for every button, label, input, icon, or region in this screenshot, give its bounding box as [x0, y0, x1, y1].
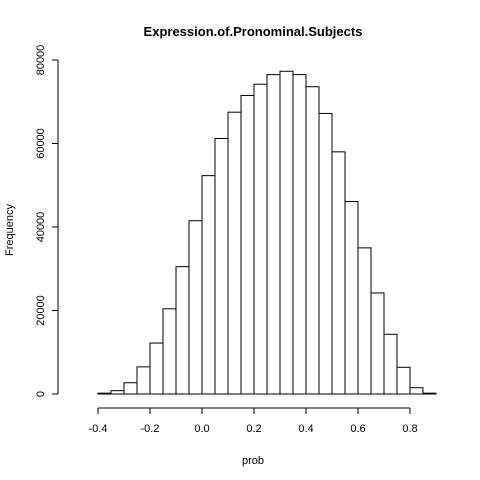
histogram-bar: [97, 392, 112, 395]
bars-layer: [97, 70, 437, 395]
histogram-bar: [149, 342, 164, 395]
histogram-bar: [396, 366, 411, 395]
histogram-bar: [422, 392, 437, 395]
histogram-bar: [266, 74, 281, 395]
y-tick-label: 80000: [35, 45, 47, 76]
histogram-bar: [201, 175, 216, 395]
histogram-bar: [123, 382, 138, 395]
histogram-bar: [344, 201, 359, 395]
histogram-bar: [279, 70, 294, 395]
y-tick-label: 60000: [35, 128, 47, 159]
x-tick-label: 0.0: [194, 423, 209, 435]
x-tick-label: 0.2: [246, 423, 261, 435]
histogram-bar: [162, 308, 177, 395]
histogram-bar: [370, 292, 385, 395]
histogram-bar: [383, 333, 398, 395]
histogram-bar: [227, 111, 242, 395]
chart-title: Expression.of.Pronominal.Subjects: [144, 24, 363, 39]
histogram-bar: [292, 74, 307, 395]
x-tick-label: -0.2: [141, 423, 160, 435]
histogram-bar: [188, 220, 203, 395]
y-axis: 0 20000 40000 60000 80000: [35, 45, 59, 397]
x-axis: -0.4 -0.2 0.0 0.2 0.4 0.6 0.8: [89, 407, 418, 435]
y-tick-label: 20000: [35, 295, 47, 326]
histogram-bar: [240, 94, 255, 395]
histogram-bar: [110, 390, 125, 395]
histogram-bar: [214, 137, 229, 395]
histogram-bar: [305, 86, 320, 395]
histogram-bar: [253, 83, 268, 395]
x-tick-label: -0.4: [89, 423, 108, 435]
histogram-bar: [409, 387, 424, 395]
x-axis-label: prob: [242, 455, 264, 467]
histogram-bar: [318, 112, 333, 395]
x-tick-label: 0.8: [402, 423, 417, 435]
y-tick-label: 40000: [35, 212, 47, 243]
histogram-bar: [175, 266, 190, 395]
x-tick-label: 0.4: [298, 423, 313, 435]
histogram-bar: [357, 247, 372, 395]
y-axis-label: Frequency: [4, 204, 16, 256]
histogram-bar: [331, 151, 346, 395]
y-tick-label: 0: [35, 391, 47, 397]
x-tick-label: 0.6: [350, 423, 365, 435]
histogram-bar: [136, 366, 151, 395]
